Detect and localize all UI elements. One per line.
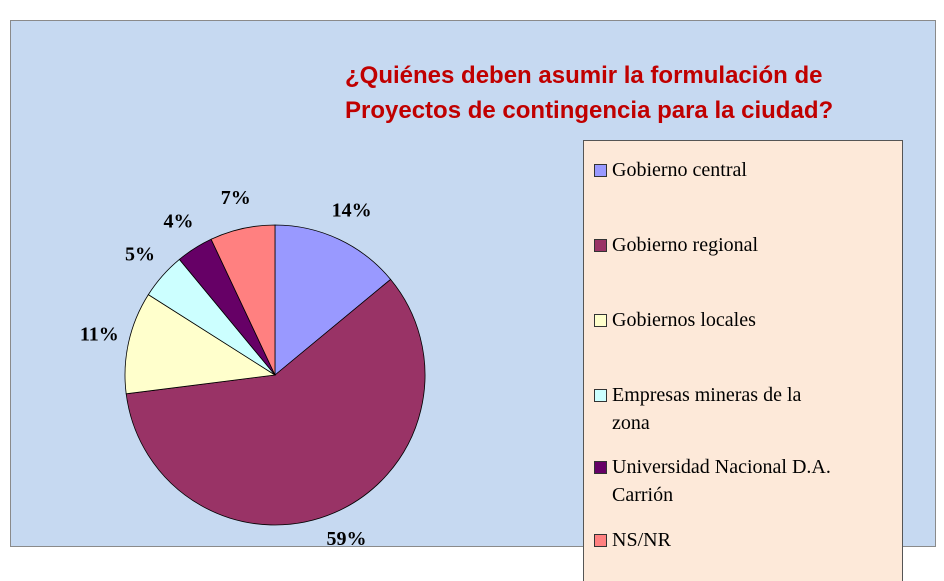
pie-slice <box>210 224 276 376</box>
data-label: 11% <box>80 323 119 345</box>
data-label: 59% <box>326 528 366 550</box>
legend-item: Empresas mineras de la zona <box>594 381 834 437</box>
legend-swatch <box>594 389 607 402</box>
legend-label: Gobiernos locales <box>612 309 756 331</box>
legend-swatch <box>594 239 607 252</box>
legend-label: NS/NR <box>612 529 671 551</box>
pie-slice <box>124 294 277 395</box>
legend-item: Universidad Nacional D.A. Carrión <box>594 453 834 509</box>
legend-item: Gobierno regional <box>594 231 834 259</box>
pie-slice <box>274 224 392 376</box>
chart-title: ¿Quiénes deben asumir la formulación de … <box>345 62 834 124</box>
legend-swatch <box>594 164 607 177</box>
legend-swatch <box>594 534 607 547</box>
legend-label: Empresas mineras de la zona <box>612 384 802 434</box>
legend-swatch <box>594 461 607 474</box>
data-label: 14% <box>332 200 372 222</box>
legend: Gobierno central Gobierno regional Gobiern… <box>583 140 903 581</box>
legend-item: Gobiernos locales <box>594 306 834 334</box>
legend-label: Gobierno regional <box>612 234 759 256</box>
legend-label: Universidad Nacional D.A. Carrión <box>612 456 831 506</box>
legend-swatch <box>594 314 607 327</box>
data-label: 5% <box>125 244 155 266</box>
legend-label: Gobierno central <box>612 159 747 181</box>
pie-slice <box>125 278 426 526</box>
data-label: 4% <box>164 211 194 233</box>
legend-item: Gobierno central <box>594 156 834 184</box>
legend-item: NS/NR <box>594 526 834 554</box>
data-label: 7% <box>221 187 251 209</box>
